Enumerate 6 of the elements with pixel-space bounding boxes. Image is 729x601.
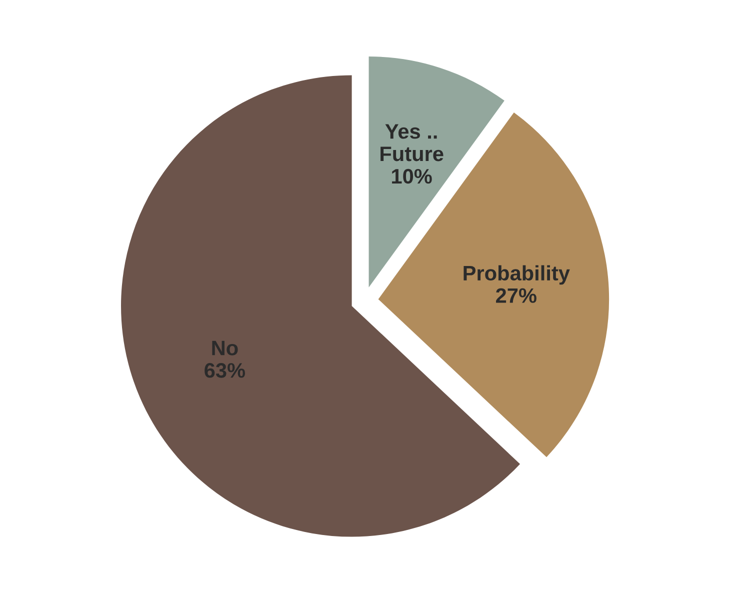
slice-label: Yes .. Future [380,124,444,162]
slice-label: No [212,340,238,356]
data-label: 10% [392,168,432,184]
slice-label: Probability [464,265,570,285]
data-label: 27% [496,288,536,303]
data-label: 63% [204,363,246,378]
